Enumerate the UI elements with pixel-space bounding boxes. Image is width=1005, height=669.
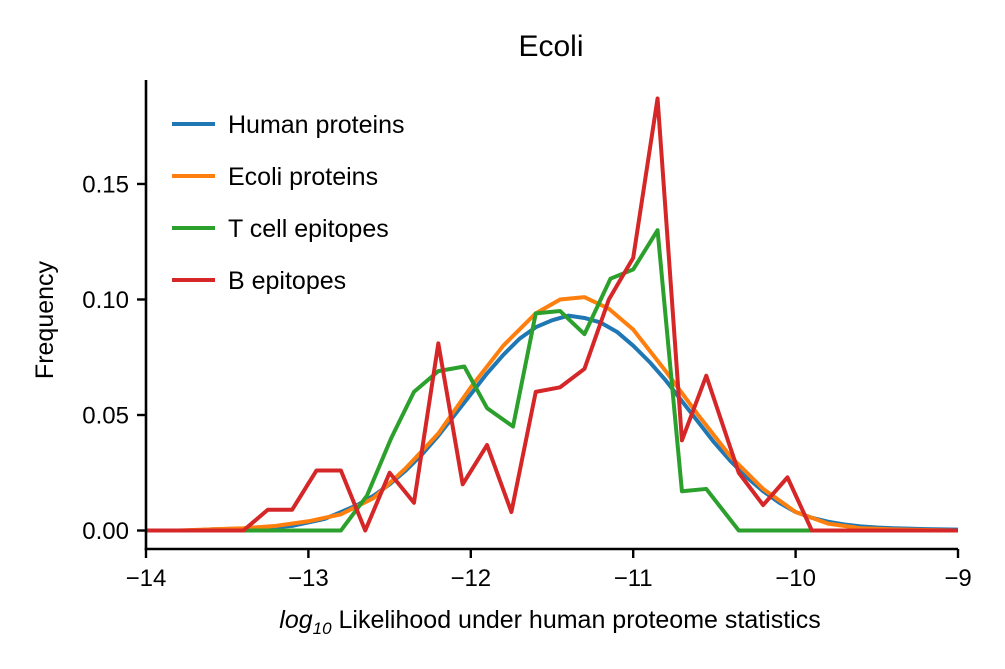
x-tick-label: −11 <box>614 565 653 592</box>
axes-layer: −14 −13 −12 −11 −10 −9 0.00 0.05 0.10 0.15 <box>82 80 972 592</box>
x-tick-label: −13 <box>288 565 329 592</box>
y-axis-label: Frequency <box>31 260 59 379</box>
x-tick-label: −10 <box>775 565 816 592</box>
chart-title: Ecoli <box>518 30 583 63</box>
legend-label-3: B epitopes <box>228 267 346 295</box>
series-layer <box>146 96 959 533</box>
y-tick-label: 0.15 <box>82 171 129 198</box>
series-line-0 <box>146 313 959 533</box>
x-tick-label: −14 <box>126 565 167 592</box>
x-axis-label-rest: Likelihood under human proteome statisti… <box>332 606 821 634</box>
y-tick-label: 0.05 <box>82 403 129 430</box>
x-tick-label: −9 <box>944 565 971 592</box>
legend-label-2: T cell epitopes <box>228 215 389 243</box>
x-axis-label: log10 Likelihood under human proteome st… <box>279 606 820 638</box>
x-axis-label-subscript: 10 <box>313 619 332 638</box>
x-axis-label-math: log <box>279 606 312 634</box>
series-line-3 <box>146 96 958 533</box>
x-tick-label: −12 <box>450 565 491 592</box>
legend-label-1: Ecoli proteins <box>228 163 378 191</box>
legend-label-0: Human proteins <box>228 111 404 139</box>
series-line-2 <box>146 228 958 533</box>
y-tick-label: 0.00 <box>82 518 129 545</box>
series-line-1 <box>146 295 959 533</box>
y-tick-label: 0.10 <box>82 287 129 314</box>
legend: Human proteins Ecoli proteins T cell epito… <box>172 111 404 295</box>
